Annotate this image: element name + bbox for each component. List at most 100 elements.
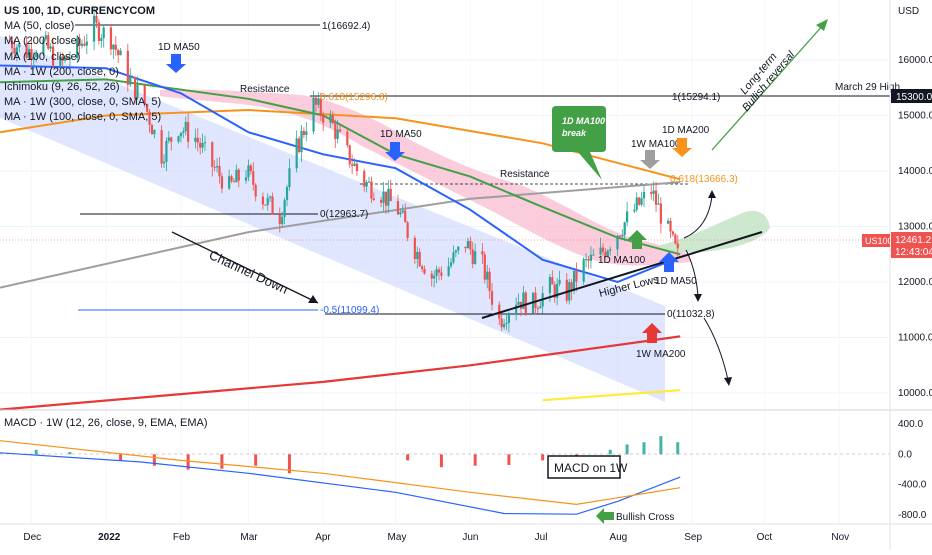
candle-body bbox=[433, 275, 436, 279]
macd-hist-bar bbox=[406, 454, 410, 461]
candle-body bbox=[474, 251, 477, 264]
candle-body bbox=[338, 129, 342, 132]
projection-down-arrow-1 bbox=[685, 249, 699, 297]
macd-signal-line bbox=[0, 440, 681, 506]
candle-body bbox=[674, 234, 677, 244]
candle-body bbox=[302, 130, 306, 135]
candle-body bbox=[589, 254, 593, 261]
macd-hist-bar bbox=[507, 454, 511, 465]
ma100-break-text-1: 1D MA100 bbox=[562, 116, 605, 126]
candle-body bbox=[471, 249, 474, 264]
candle-body bbox=[220, 176, 223, 189]
macd-hist-bar bbox=[608, 449, 612, 455]
candle-body bbox=[143, 84, 146, 105]
candle-body bbox=[283, 199, 286, 217]
bullish-cross-arrow bbox=[596, 508, 614, 524]
candle-body bbox=[119, 50, 122, 56]
candle-body bbox=[129, 76, 132, 85]
ma300-1w-line bbox=[0, 181, 681, 289]
legend-item[interactable]: MA · 1W (100, close, 0, SMA, 5) bbox=[4, 111, 162, 124]
time-tick-label: Jul bbox=[535, 532, 548, 543]
macd-tick-label: 0.0 bbox=[898, 449, 912, 460]
candle-body bbox=[59, 56, 62, 66]
candle-body bbox=[18, 43, 21, 48]
time-tick-label: Nov bbox=[831, 532, 849, 543]
legend-item[interactable]: Ichimoku (9, 26, 52, 26) bbox=[4, 81, 120, 94]
macd-hist-bar bbox=[220, 454, 224, 469]
macd-tick-label: 400.0 bbox=[898, 419, 923, 430]
candle-body bbox=[440, 272, 443, 276]
candle-body bbox=[609, 249, 612, 251]
candle-body bbox=[406, 222, 409, 238]
candle-body bbox=[623, 222, 626, 236]
macd-line bbox=[0, 452, 681, 515]
candle-body bbox=[502, 324, 506, 328]
candle-body bbox=[228, 176, 231, 189]
candle-body bbox=[97, 22, 100, 41]
candle-body bbox=[367, 181, 371, 183]
candle-body bbox=[558, 279, 561, 284]
candle-body bbox=[572, 270, 576, 292]
time-tick-label: Mar bbox=[240, 532, 258, 543]
candle-body bbox=[616, 235, 619, 250]
candle-body bbox=[652, 190, 655, 194]
candle-body bbox=[582, 259, 585, 282]
candle-body bbox=[213, 166, 216, 168]
candle-body bbox=[126, 50, 129, 85]
legend-item[interactable]: MA (100, close) bbox=[4, 50, 81, 63]
candle-body bbox=[401, 210, 404, 213]
candle-body bbox=[47, 35, 50, 49]
candle-body bbox=[420, 266, 424, 269]
macd-hist-bar bbox=[439, 454, 443, 468]
ma200-1w-arrow bbox=[642, 323, 662, 343]
resistance-label-1: Resistance bbox=[240, 84, 290, 95]
candle-body bbox=[500, 318, 503, 328]
candle-body bbox=[51, 46, 55, 66]
candle-body bbox=[196, 137, 199, 143]
legend-item[interactable]: MA · 1W (300, close, 0, SMA, 5) bbox=[4, 96, 162, 109]
legend-item[interactable]: MA (50, close) bbox=[4, 20, 75, 33]
candle-body bbox=[237, 169, 240, 181]
candle-body bbox=[654, 190, 658, 205]
candle-body bbox=[211, 142, 214, 167]
candle-body bbox=[109, 27, 113, 50]
candle-body bbox=[626, 211, 629, 223]
ma50-label-2: 1D MA50 bbox=[380, 129, 422, 140]
current-price-bg bbox=[891, 232, 932, 258]
legend-item[interactable]: MA (200, close) bbox=[4, 35, 81, 48]
projection-up-arrow bbox=[683, 195, 713, 239]
candle-body bbox=[452, 252, 455, 263]
candle-body bbox=[102, 27, 105, 39]
current-symbol-bg bbox=[862, 234, 890, 247]
candle-body bbox=[8, 40, 11, 42]
projection-down-arrowhead-1 bbox=[694, 294, 702, 302]
candle-body bbox=[384, 191, 388, 206]
candle-body bbox=[85, 41, 88, 46]
candle-body bbox=[27, 49, 31, 58]
candle-body bbox=[92, 15, 96, 42]
fib-0618-top-label: 0.618(15296.8) bbox=[320, 92, 388, 103]
candle-body bbox=[254, 184, 257, 197]
price-axis-ticks: 16000.0 15000.0 14000.0 13000.0 12000.0 11000… bbox=[898, 55, 932, 399]
candle-body bbox=[199, 142, 202, 148]
macd-legend[interactable]: MACD · 1W (12, 26, close, 9, EMA, EMA) bbox=[4, 417, 208, 429]
current-symbol: US100 bbox=[865, 236, 893, 246]
candle-body bbox=[483, 254, 486, 280]
candle-body bbox=[334, 123, 337, 139]
legend-item[interactable]: MA · 1W (200, close, 0) bbox=[4, 65, 119, 78]
candle-body bbox=[365, 182, 368, 187]
candle-body bbox=[551, 277, 554, 285]
candle-body bbox=[657, 203, 660, 205]
candle-body bbox=[100, 38, 103, 41]
candle-body bbox=[399, 212, 402, 215]
fib-0-left-label: 0(12963.7) bbox=[320, 209, 368, 220]
price-tick-label: 14000.0 bbox=[898, 166, 932, 177]
fib-1-label: 1(16692.4) bbox=[322, 21, 370, 32]
higher-lows-trendline bbox=[481, 231, 763, 319]
candle-body bbox=[435, 269, 438, 276]
fib-0618-right-label: 0.618(13666.3) bbox=[670, 174, 738, 185]
candle-body bbox=[346, 131, 349, 146]
ma200-1d-arrow bbox=[672, 138, 692, 157]
candle-body bbox=[404, 210, 407, 223]
candle-body bbox=[184, 121, 187, 132]
